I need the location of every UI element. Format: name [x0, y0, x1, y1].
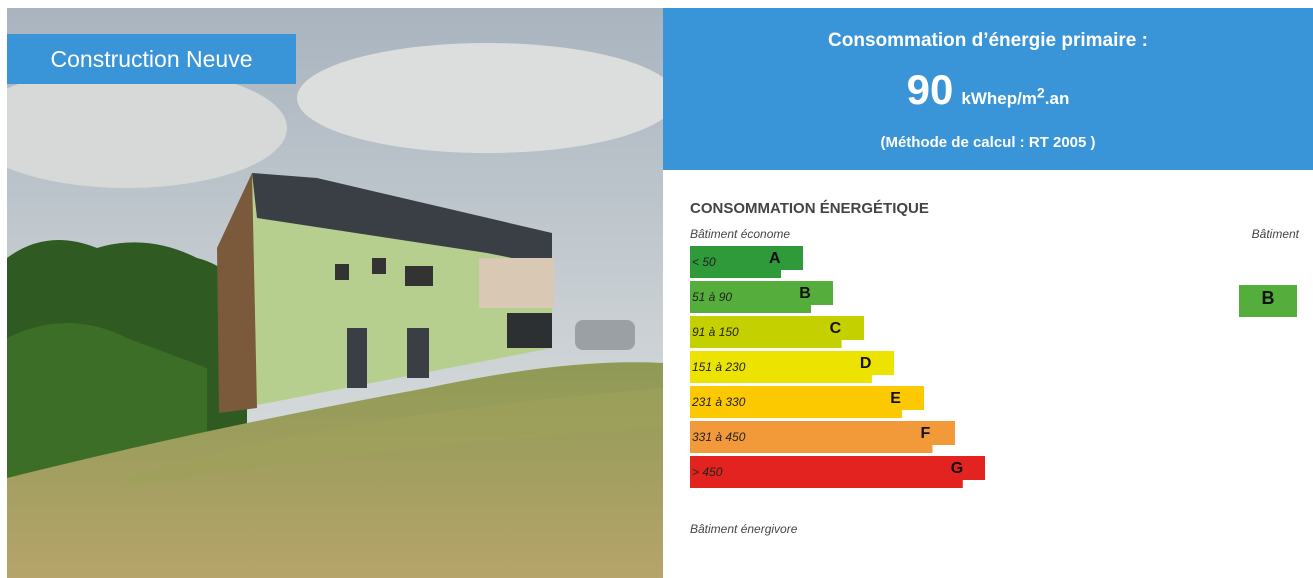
energy-class-bar: 91 à 150 C [690, 316, 864, 348]
label-top-right: Bâtiment [1252, 227, 1299, 241]
class-range: 231 à 330 [692, 395, 745, 409]
class-range: 151 à 230 [692, 360, 745, 374]
header-method: (Méthode de calcul : RT 2005 ) [663, 134, 1313, 151]
class-letter: E [890, 390, 901, 408]
energy-class-bar: > 450 G [690, 456, 985, 488]
energy-value: 90 [907, 66, 954, 113]
energy-class-bar: 231 à 330 E [690, 386, 924, 418]
energy-class-bar: 51 à 90 B [690, 281, 833, 313]
photo-badge: Construction Neuve [7, 34, 296, 84]
class-letter: F [921, 425, 931, 443]
header-title: Consommation d’énergie primaire : [663, 30, 1313, 52]
label-title: CONSOMMATION ÉNERGÉTIQUE [690, 200, 929, 217]
class-range: 91 à 150 [692, 325, 739, 339]
class-range: > 450 [692, 465, 722, 479]
class-letter: B [799, 285, 811, 303]
page: Construction Neuve Consommation d’énergi… [0, 0, 1313, 578]
label-bottom: Bâtiment énergivore [690, 522, 797, 536]
energy-unit: kWhep/m2.an [961, 89, 1069, 108]
energy-class-bar: 151 à 230 D [690, 351, 894, 383]
current-class: B [1239, 285, 1297, 317]
label-top-left: Bâtiment économe [690, 227, 790, 241]
energy-class-bar: 331 à 450 F [690, 421, 955, 453]
house-photo [7, 8, 663, 578]
class-letter: D [860, 355, 872, 373]
header-value-line: 90 kWhep/m2.an [663, 66, 1313, 114]
unit-suffix: .an [1045, 89, 1070, 108]
class-letter: C [830, 320, 842, 338]
class-letter: G [951, 460, 963, 478]
class-range: 331 à 450 [692, 430, 745, 444]
class-range: < 50 [692, 255, 716, 269]
class-range: 51 à 90 [692, 290, 732, 304]
unit-sup: 2 [1037, 85, 1045, 101]
energy-class-bar: < 50 A [690, 246, 803, 278]
class-letter: A [769, 250, 781, 268]
energy-header: Consommation d’énergie primaire : 90 kWhe… [663, 8, 1313, 170]
unit: kWhep/m [961, 89, 1037, 108]
